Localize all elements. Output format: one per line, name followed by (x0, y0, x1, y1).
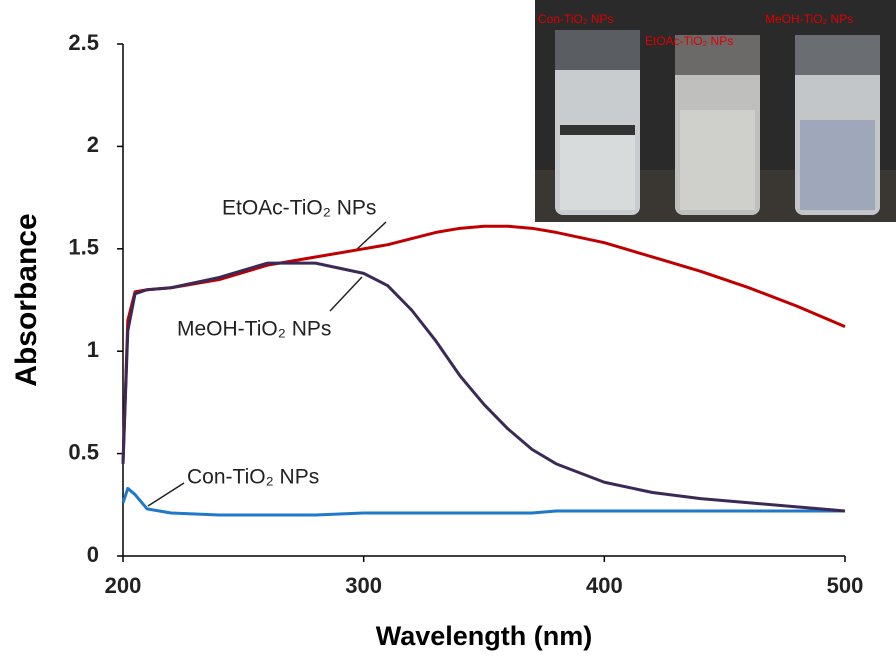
series-line (121, 486, 845, 517)
leader-line (354, 221, 387, 252)
x-tick-label: 300 (345, 573, 382, 598)
photo-label: EtOAc-TiO₂ NPs (645, 34, 733, 48)
y-tick-label: 0.5 (68, 439, 99, 464)
x-tick-label: 400 (586, 573, 623, 598)
leader-line (329, 276, 363, 312)
y-axis-title: Absorbance (10, 213, 43, 386)
y-tick-label: 1 (87, 337, 99, 362)
y-tick-label: 2 (87, 132, 99, 157)
y-tick-label: 2.5 (68, 30, 99, 55)
x-tick-label: 500 (827, 573, 864, 598)
photo-label: Con-TiO₂ NPs (538, 12, 614, 26)
series-annotation: MeOH-TiO₂ NPs (177, 318, 331, 341)
photo-label: MeOH-TiO₂ NPs (765, 12, 853, 26)
y-tick-label: 0 (87, 542, 99, 567)
y-tick-label: 1.5 (68, 235, 99, 260)
x-tick-label: 200 (105, 573, 142, 598)
inset-photo (535, 0, 896, 222)
x-axis-title: Wavelength (nm) (376, 621, 593, 651)
series-line (121, 261, 846, 513)
leader-line (147, 482, 185, 507)
series-annotation: EtOAc-TiO₂ NPs (222, 197, 376, 220)
series-annotation: Con-TiO₂ NPs (187, 466, 319, 489)
series-line (121, 224, 846, 464)
